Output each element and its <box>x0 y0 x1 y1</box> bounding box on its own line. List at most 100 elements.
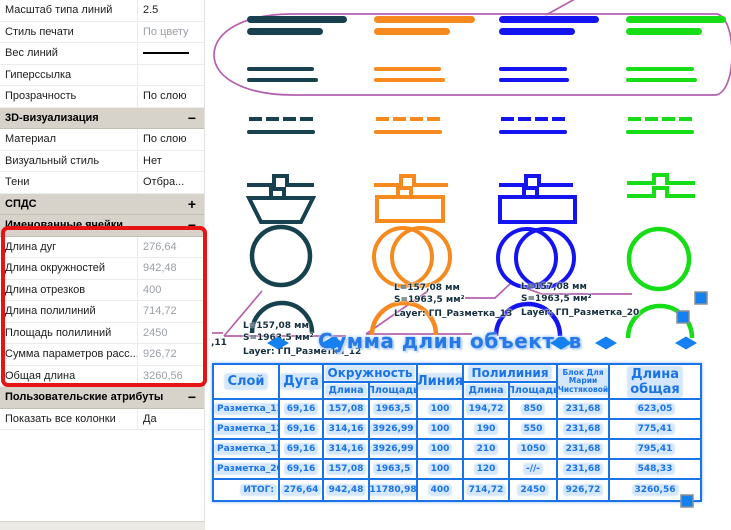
grip-square[interactable] <box>694 291 708 305</box>
section-header[interactable]: СПДС + <box>0 193 205 215</box>
line-sample[interactable] <box>247 28 323 35</box>
table-value-cell[interactable]: 157,08 <box>324 400 370 420</box>
grip-diamond[interactable] <box>595 336 617 350</box>
property-value[interactable]: Нет <box>143 154 162 167</box>
property-row[interactable]: Материал По слою <box>0 129 205 151</box>
table-layer-cell[interactable]: Разметка_20 <box>214 460 280 480</box>
leader-line-2[interactable] <box>365 290 472 335</box>
property-row[interactable]: Сумма параметров расс... 926,72 <box>0 344 205 366</box>
table-header-polyline-area[interactable]: Площадь <box>510 383 558 400</box>
grip-square[interactable] <box>676 310 690 324</box>
table-total-cell[interactable]: 400 <box>418 480 464 500</box>
table-value-cell[interactable]: 314,16 <box>324 440 370 460</box>
table-value-cell[interactable]: 194,72 <box>464 400 510 420</box>
property-row[interactable]: Гиперссылка <box>0 64 205 86</box>
property-value[interactable]: По цвету <box>143 25 189 38</box>
block-symbol-body[interactable] <box>375 186 445 223</box>
property-row[interactable]: Длина отрезков 400 <box>0 279 205 301</box>
table-total-cell[interactable]: 276,64 <box>280 480 324 500</box>
property-row[interactable]: Длина полилиний 714,72 <box>0 301 205 323</box>
table-total-cell[interactable]: ИТОГ: <box>214 480 280 500</box>
block-symbol-circle[interactable] <box>372 226 434 288</box>
property-value[interactable]: 714,72 <box>143 305 177 318</box>
label-area[interactable]: S=1963,5 мм² <box>521 293 592 304</box>
table-layer-cell[interactable]: Разметка_13 <box>214 440 280 460</box>
table-total-cell[interactable]: 2450 <box>510 480 558 500</box>
line-sample[interactable] <box>626 28 702 35</box>
panel-scrollbar-horizontal[interactable] <box>0 521 205 530</box>
block-symbol-notched-bar[interactable] <box>374 174 448 187</box>
table-header-arc[interactable]: Дуга <box>280 365 324 400</box>
line-sample[interactable] <box>499 78 569 82</box>
table-value-cell[interactable]: 100 <box>418 400 464 420</box>
property-row[interactable]: Тени Отбра... <box>0 172 205 194</box>
table-value-cell[interactable]: 548,33 <box>610 460 700 480</box>
property-row[interactable]: Площадь полилиний 2450 <box>0 322 205 344</box>
table-value-cell[interactable]: 100 <box>418 440 464 460</box>
block-symbol-arc[interactable] <box>493 301 563 337</box>
line-sample[interactable] <box>374 78 445 82</box>
table-value-cell[interactable]: 190 <box>464 420 510 440</box>
table-header-polyline-length[interactable]: Длина <box>464 383 510 400</box>
line-sample[interactable] <box>499 28 575 35</box>
table-value-cell[interactable]: 69,16 <box>280 440 324 460</box>
collapse-icon[interactable]: − <box>187 217 196 234</box>
table-value-cell[interactable]: 1963,5 <box>370 400 418 420</box>
grip-diamond[interactable] <box>675 336 697 350</box>
label-layer[interactable]: Layer: ГП_Разметка_12 <box>243 347 362 357</box>
property-value[interactable]: По слою <box>143 90 187 103</box>
table-total-cell[interactable]: 942,48 <box>324 480 370 500</box>
table-value-cell[interactable]: 314,16 <box>324 420 370 440</box>
property-value[interactable]: 400 <box>143 283 162 296</box>
line-sample[interactable] <box>247 67 314 71</box>
grip-diamond[interactable] <box>322 336 344 350</box>
block-symbol-notched-bar[interactable] <box>247 174 314 187</box>
table-header-circle[interactable]: Окружность <box>324 365 418 383</box>
table-value-cell[interactable]: 100 <box>418 460 464 480</box>
property-value[interactable]: 926,72 <box>143 348 177 361</box>
leader-line-1[interactable] <box>223 290 346 337</box>
table-value-cell[interactable]: 850 <box>510 400 558 420</box>
property-row[interactable]: Стиль печати По цвету <box>0 21 205 43</box>
grip-diamond[interactable] <box>267 336 289 350</box>
table-total-cell[interactable]: 11780,98 <box>370 480 418 500</box>
table-layer-cell[interactable]: Разметка_12 <box>214 420 280 440</box>
measurement-label[interactable]: L=157,08 мм S=1963,5 мм² Layer: ГП_Разме… <box>521 282 639 320</box>
table-header-block[interactable]: Блок Для Марии Чистяковой <box>558 365 610 400</box>
table-value-cell[interactable]: 120 <box>464 460 510 480</box>
table-value-cell[interactable]: 550 <box>510 420 558 440</box>
table-value-cell[interactable]: 100 <box>418 420 464 440</box>
section-header[interactable]: Пользовательские атрибуты − <box>0 387 205 409</box>
line-sample[interactable] <box>626 78 697 82</box>
table-value-cell[interactable]: 231,68 <box>558 400 610 420</box>
table-header-line[interactable]: Линия <box>418 365 464 400</box>
property-value[interactable]: 942,48 <box>143 262 177 275</box>
line-sample[interactable] <box>247 16 347 23</box>
table-header-circle-area[interactable]: Площадь <box>370 383 418 400</box>
property-value[interactable]: 2.5 <box>143 4 159 17</box>
block-symbol-circle[interactable] <box>626 226 692 292</box>
property-value[interactable]: Отбра... <box>143 176 185 189</box>
label-layer[interactable]: Layer: ГП_Разметка_13 <box>394 309 513 319</box>
line-sample[interactable] <box>247 78 318 82</box>
table-value-cell[interactable]: 3926,99 <box>370 440 418 460</box>
collapse-icon[interactable]: − <box>187 389 196 406</box>
grip-square[interactable] <box>680 494 694 508</box>
results-table[interactable]: Слой Дуга Окружность Длина Площадь Линия… <box>212 363 702 502</box>
line-sample[interactable] <box>374 28 450 35</box>
table-total-cell[interactable]: 3260,56 <box>610 480 700 500</box>
table-value-cell[interactable]: 623,05 <box>610 400 700 420</box>
property-row[interactable]: Визуальный стиль Нет <box>0 150 205 172</box>
block-symbol-circle[interactable] <box>514 227 576 289</box>
line-sample[interactable] <box>374 130 442 134</box>
property-value[interactable]: 276,64 <box>143 240 177 253</box>
block-symbol-circle[interactable] <box>496 227 558 289</box>
table-value-cell[interactable]: 69,16 <box>280 460 324 480</box>
expand-icon[interactable]: + <box>187 195 196 212</box>
property-value[interactable] <box>138 52 205 55</box>
table-value-cell[interactable]: 69,16 <box>280 420 324 440</box>
line-sample[interactable] <box>499 16 599 23</box>
bubble-pointer-line[interactable] <box>545 0 584 16</box>
line-sample[interactable] <box>626 16 726 23</box>
table-header-circle-length[interactable]: Длина <box>324 383 370 400</box>
